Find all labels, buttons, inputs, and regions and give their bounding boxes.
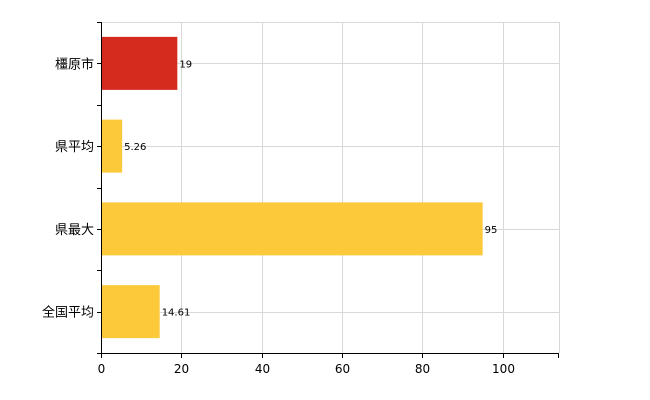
x-tick-label: 20 [174, 362, 189, 376]
x-tick-label: 60 [335, 362, 350, 376]
category-label: 橿原市 [55, 56, 94, 72]
bar [101, 285, 160, 339]
category-label: 県平均 [55, 140, 94, 155]
data-label: 5.26 [124, 142, 146, 153]
bar [101, 202, 483, 256]
data-label: 19 [179, 59, 192, 70]
data-label: 14.61 [162, 308, 191, 319]
data-labels: 19 5.26 95 14.61 [124, 59, 497, 318]
axes [97, 22, 559, 358]
category-label: 全国平均 [42, 305, 94, 321]
x-tick-label: 100 [492, 362, 515, 376]
bar [101, 36, 178, 90]
x-tick-label: 80 [415, 362, 430, 376]
x-tick-labels: 0 20 40 60 80 100 [98, 362, 515, 376]
x-tick-label: 40 [255, 362, 270, 376]
vertical-gridlines [181, 22, 560, 353]
category-label: 県最大 [55, 223, 94, 238]
bar [101, 119, 123, 173]
x-tick-label: 0 [98, 362, 106, 376]
bars [101, 36, 483, 339]
data-label: 95 [485, 225, 498, 236]
